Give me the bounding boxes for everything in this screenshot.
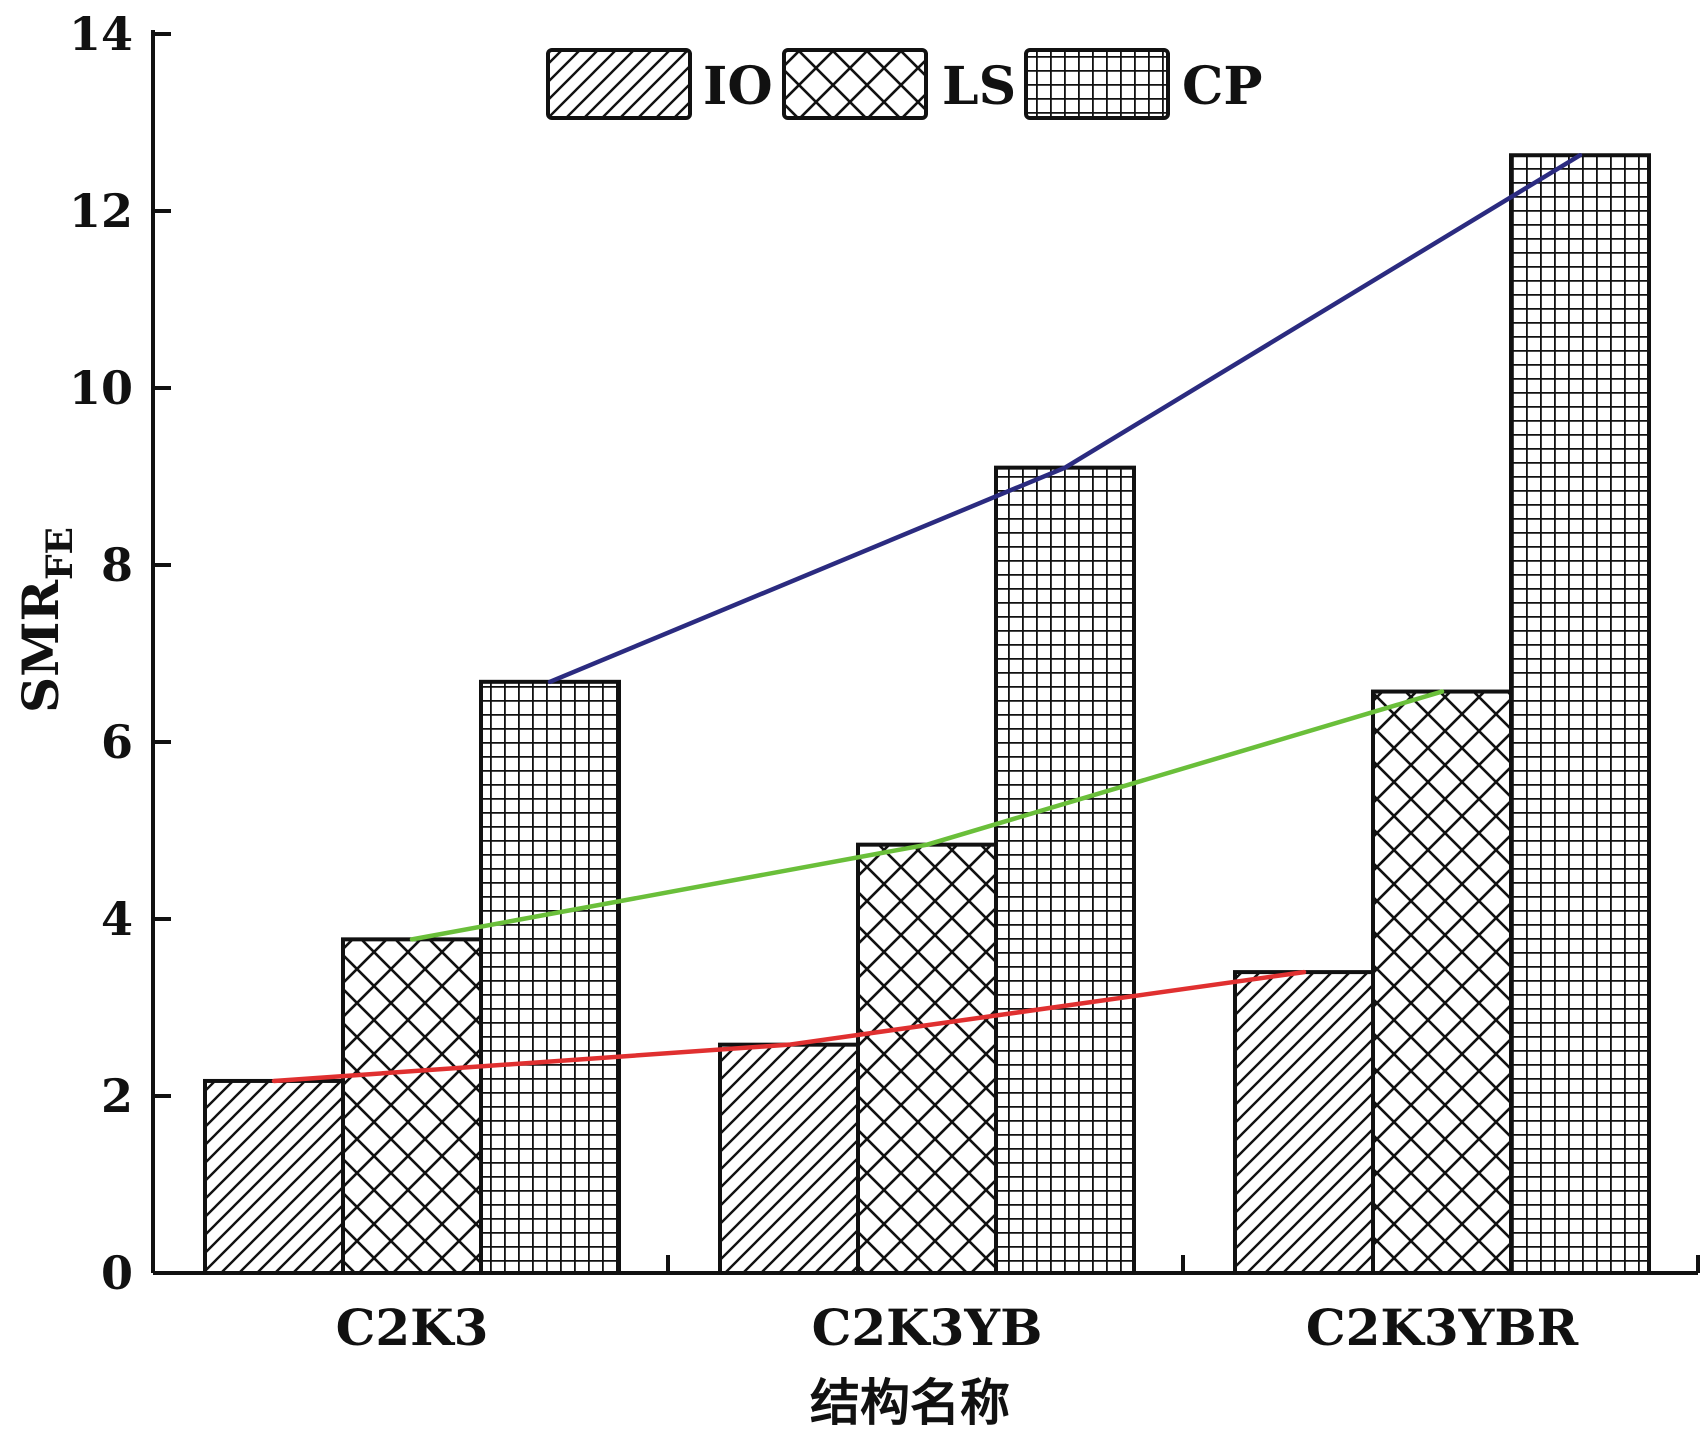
bar-ls-c2k3 xyxy=(341,937,483,1275)
bar-io-c2k3yb xyxy=(718,1042,860,1276)
bar-cp-c2k3ybr xyxy=(1509,153,1651,1275)
legend: IO LS CP xyxy=(546,48,1263,120)
y-tick-label: 14 xyxy=(69,7,133,61)
legend-label-cp: CP xyxy=(1182,56,1263,117)
bar-ls-c2k3ybr xyxy=(1371,689,1513,1275)
bar-ls-c2k3yb xyxy=(856,842,998,1275)
legend-label-ls: LS xyxy=(942,56,1016,117)
legend-swatch-cp xyxy=(1024,48,1170,120)
bars-layer xyxy=(203,153,1651,1276)
y-tick-label: 0 xyxy=(101,1246,133,1300)
y-axis-title: SMRFE xyxy=(11,527,81,713)
bar-io-c2k3ybr xyxy=(1233,970,1375,1275)
bar-cp-c2k3yb xyxy=(994,465,1136,1275)
trend-line-io xyxy=(271,969,1307,1084)
axes-layer: 0 2 4 6 8 10 12 14 C2K3 C2K3YB C2K3YBR xyxy=(69,7,1700,1357)
x-axis-title: 结构名称 xyxy=(810,1373,1010,1432)
x-category-label: C2K3 xyxy=(336,1298,489,1357)
y-tick-label: 6 xyxy=(101,715,133,769)
x-category-label: C2K3YBR xyxy=(1306,1298,1579,1357)
y-axis-title-subscript: FE xyxy=(39,527,81,580)
legend-swatch-io xyxy=(546,48,692,120)
trend-line-cp xyxy=(547,152,1583,685)
trend-lines-layer xyxy=(271,152,1583,1084)
y-tick-label: 4 xyxy=(101,892,133,946)
y-axis-title-main: SMR xyxy=(11,580,70,713)
y-tick-label: 2 xyxy=(101,1069,133,1123)
legend-label-io: IO xyxy=(703,56,773,117)
bar-cp-c2k3 xyxy=(479,679,621,1275)
y-tick-label: 8 xyxy=(101,538,133,592)
bar-io-c2k3 xyxy=(203,1078,345,1275)
y-tick-label: 12 xyxy=(69,184,133,238)
y-tick-label: 10 xyxy=(69,361,133,415)
legend-swatch-ls xyxy=(782,48,928,120)
trend-line-ls xyxy=(409,689,1445,942)
x-category-label: C2K3YB xyxy=(812,1298,1043,1357)
